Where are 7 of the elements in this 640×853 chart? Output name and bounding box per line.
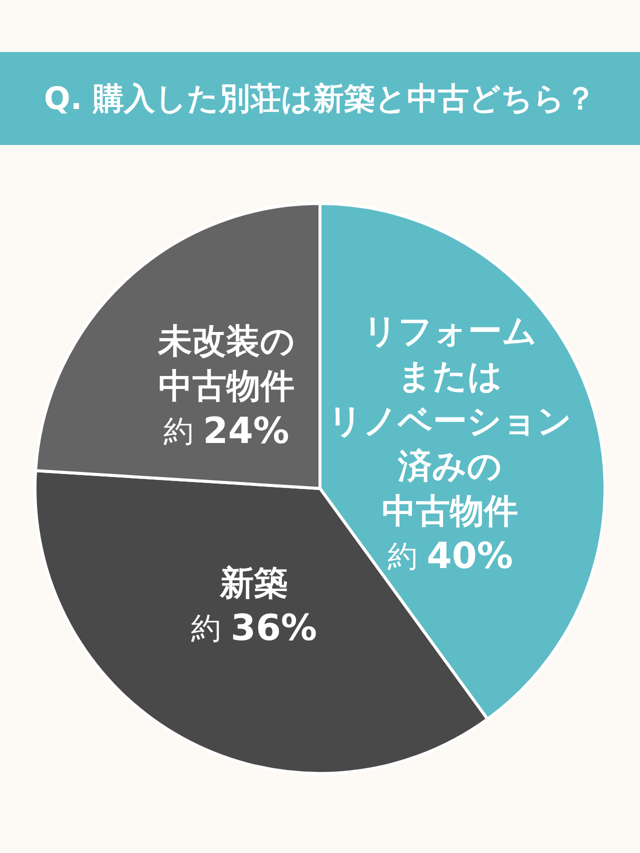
slice-label: 未改装の中古物件 — [156, 322, 295, 407]
data-label: 約 24% — [164, 411, 290, 452]
chart-title: Q. 購入した別荘は新築と中古どちら？ — [44, 80, 596, 118]
data-label: 約 40% — [387, 536, 513, 578]
slice-label: リフォームまたはリノベーション済みの中古物件 — [328, 312, 572, 532]
data-label: 約 36% — [191, 608, 317, 650]
slice-label: 新築 — [219, 564, 288, 604]
